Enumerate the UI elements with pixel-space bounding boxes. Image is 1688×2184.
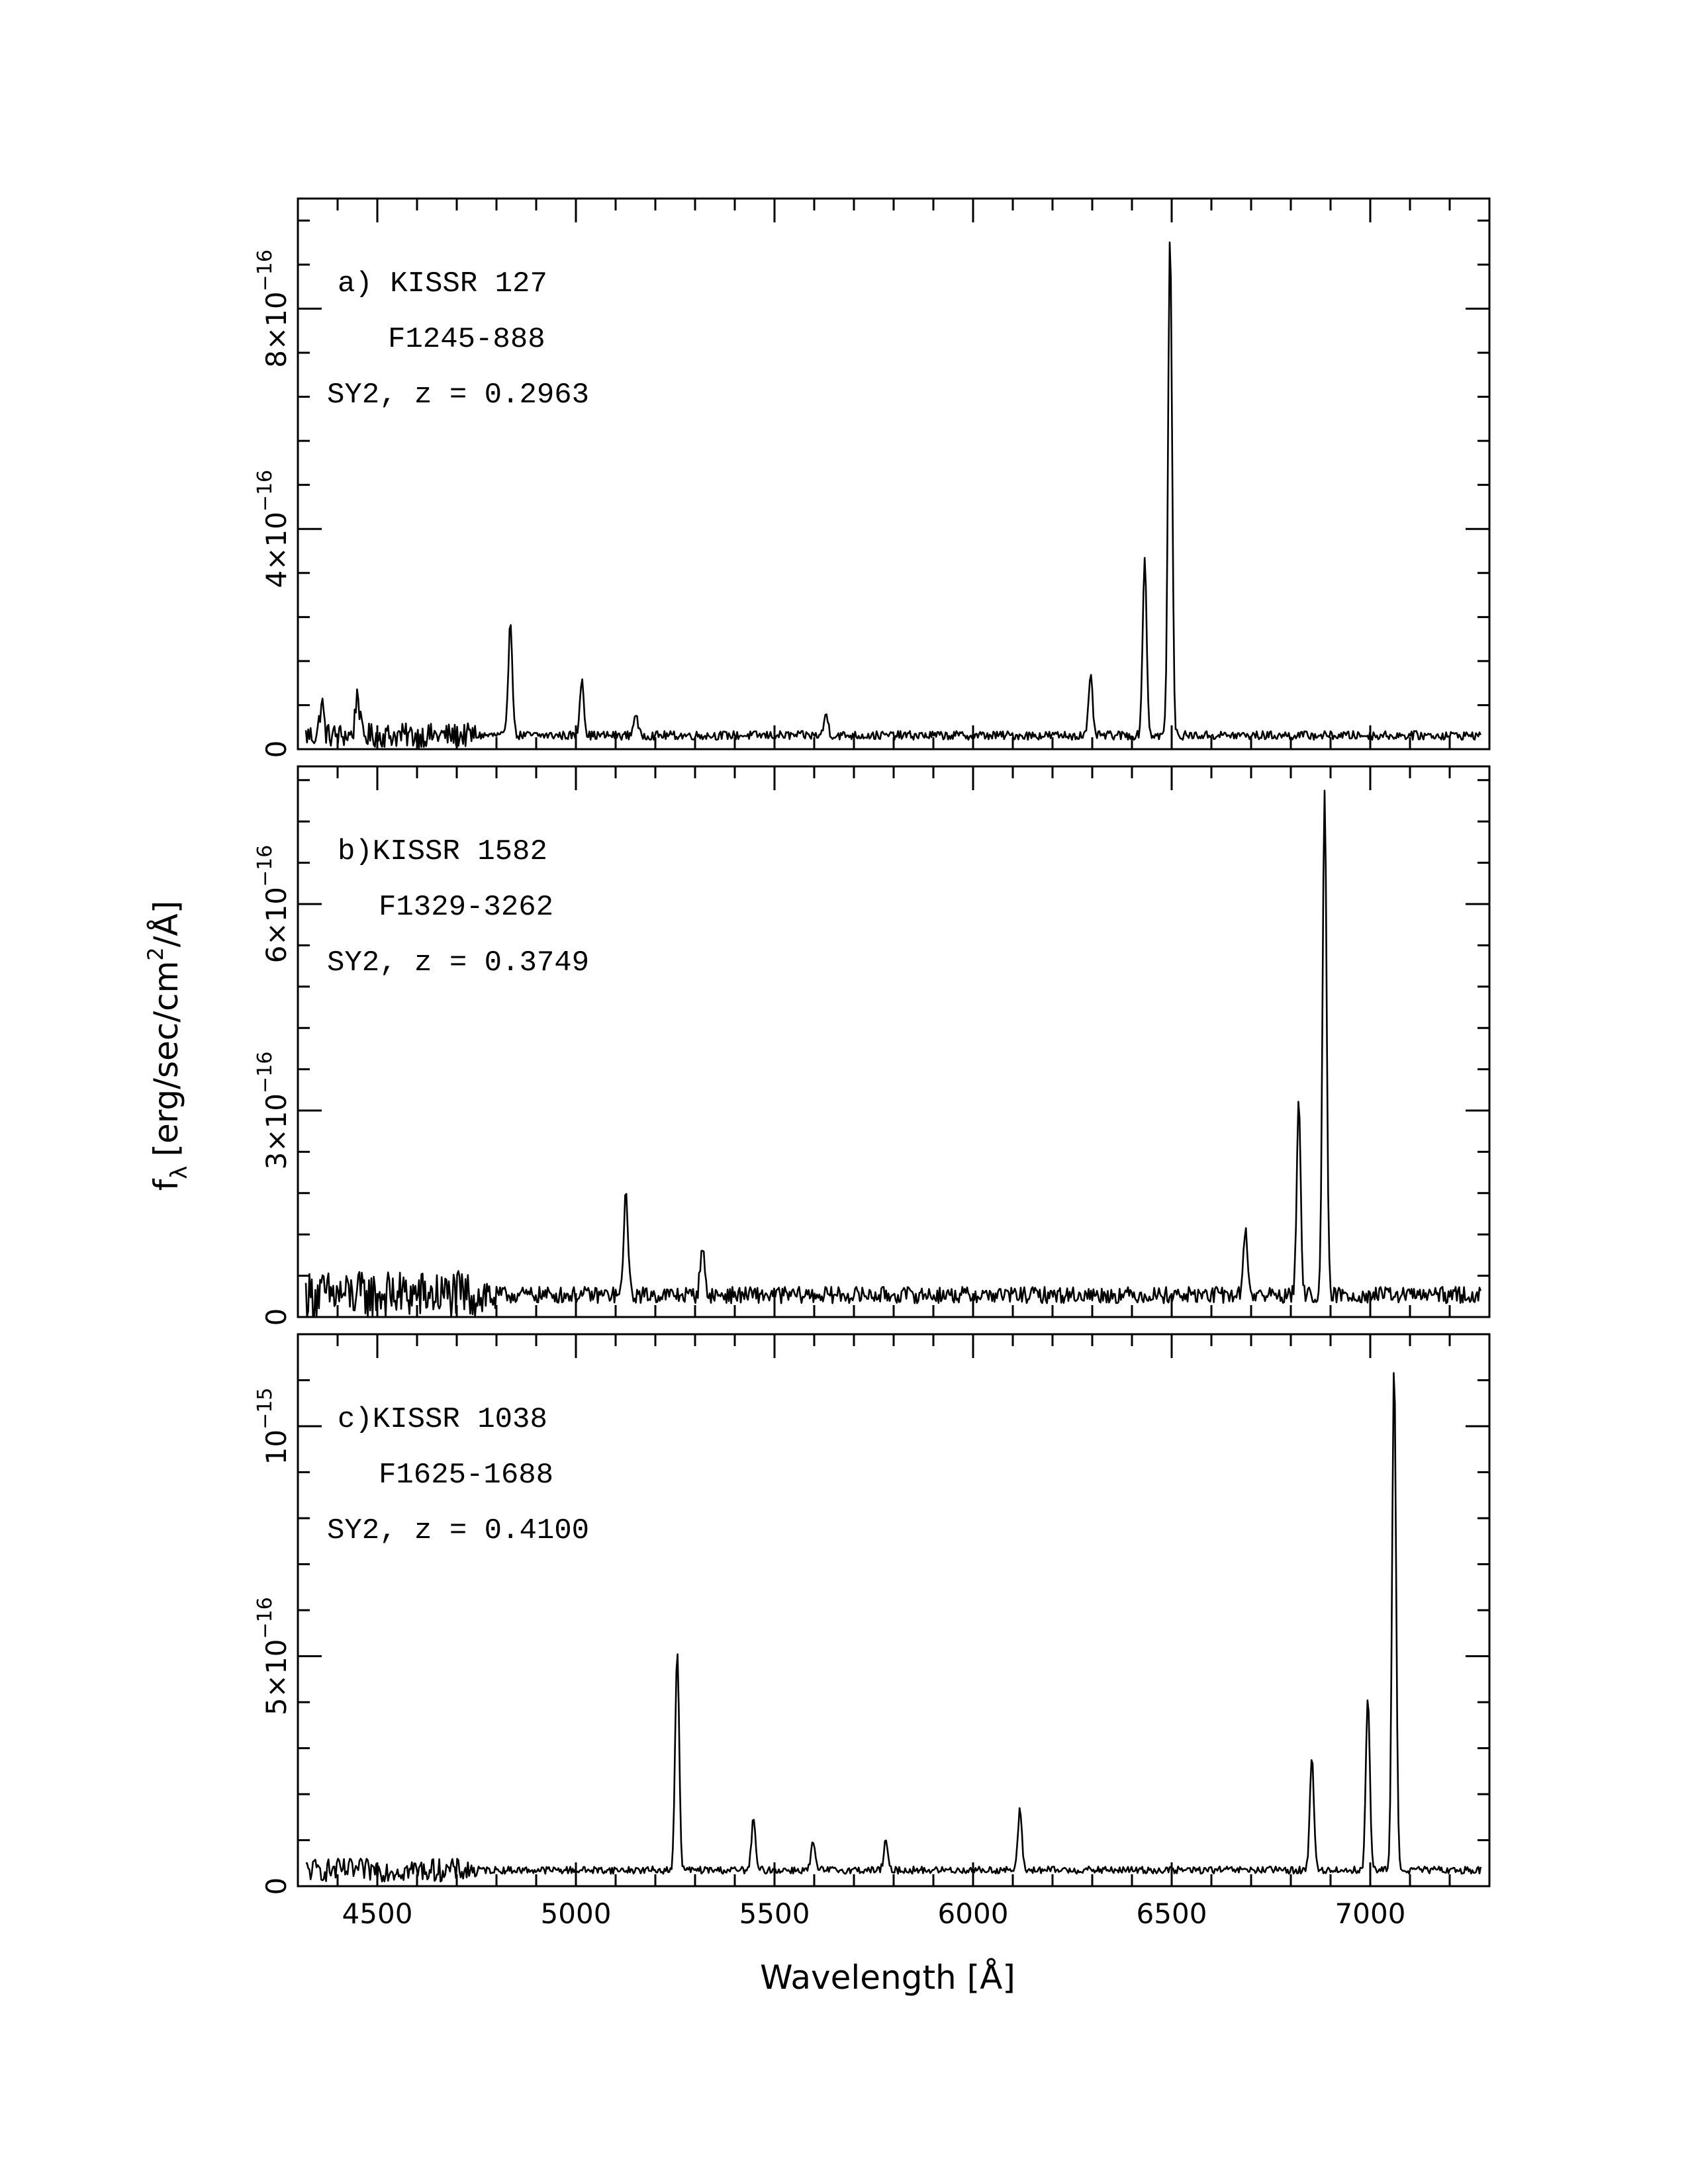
y-tick-label-exponent: −16 [254,1052,277,1093]
y-tick-label-mantissa: 5×10 [260,1639,293,1715]
y-tick-label: 6×10−16 [254,845,293,964]
x-tick-label: 4500 [342,1897,413,1930]
y-tick-label-exponent: −16 [254,250,277,291]
panel-annotation: F1625-1688 [379,1459,553,1492]
y-axis-label-units-sup: 2 [143,947,168,960]
x-tick-label: 5000 [541,1897,612,1930]
y-tick-label: 0 [260,1878,293,1895]
x-axis-label: Wavelength [Å] [760,1958,1015,1997]
spectrum-line [305,1372,1482,1883]
y-tick-label-exponent: −16 [254,470,277,512]
y-tick-label: 3×10−16 [254,1052,293,1170]
y-tick-label-exponent: −16 [254,1597,277,1639]
x-tick-label: 6500 [1137,1897,1207,1930]
panel-annotation: SY2, z = 0.2963 [327,379,589,412]
svg-text:fλ[erg/sec/cm2/Å]: fλ [erg/sec/cm2/Å] [143,901,193,1191]
y-tick-label: 10−15 [254,1388,293,1465]
y-tick-label-mantissa: 0 [260,741,293,758]
y-axis-label-symbol: f [147,1178,185,1191]
y-tick-label-exponent: −15 [254,1388,277,1430]
y-axis-label-subscript: λ [166,1166,193,1179]
y-tick-label-mantissa: 10 [260,1430,293,1465]
y-tick-label-mantissa: 4×10 [260,512,293,588]
panel-annotation: c)KISSR 1038 [338,1403,547,1436]
panel-annotation: b)KISSR 1582 [338,835,547,868]
x-tick-label: 6000 [938,1897,1009,1930]
x-tick-label: 5500 [739,1897,810,1930]
y-tick-label: 0 [260,1308,293,1326]
y-tick-label-mantissa: 8×10 [260,291,293,367]
y-tick-label-mantissa: 0 [260,1878,293,1895]
y-axis-label: fλ [erg/sec/cm2/Å] [143,901,193,1191]
panel-a: 04×10−168×10−16 a) KISSR 127F1245-888SY2,… [254,197,1491,758]
panel-c: 0 5×10−16 10−15 4500 5000 5500 6000 6500 7000 c)K… [254,1333,1491,1930]
y-tick-label: 5×10−16 [254,1597,293,1715]
y-tick-label-exponent: −16 [254,845,277,887]
y-tick-label: 4×10−16 [254,470,293,588]
y-axis-label-units-end: /Å] [147,901,185,948]
y-tick-label: 0 [260,741,293,758]
panel-annotation: SY2, z = 0.4100 [327,1514,589,1547]
spectrum-line [305,241,1481,749]
y-tick-label-mantissa: 3×10 [260,1093,293,1169]
spectrum-line [305,790,1482,1318]
panel-annotation: F1245-888 [388,323,545,356]
y-tick-label: 8×10−16 [254,250,293,368]
panel-annotation: F1329-3262 [379,891,553,924]
panel-annotation: a) KISSR 127 [338,267,547,300]
panel-b: 03×10−166×10−16 b)KISSR 1582F1329-3262SY2… [254,765,1491,1326]
panel-annotation: SY2, z = 0.3749 [327,946,589,979]
x-tick-label: 7000 [1335,1897,1406,1930]
y-tick-label-mantissa: 6×10 [260,887,293,963]
y-axis-label-units: [erg/sec/cm [147,961,185,1157]
y-tick-label-mantissa: 0 [260,1308,293,1326]
spectrum-panels: 04×10−168×10−16 a) KISSR 127F1245-888SY2,… [254,197,1491,1930]
